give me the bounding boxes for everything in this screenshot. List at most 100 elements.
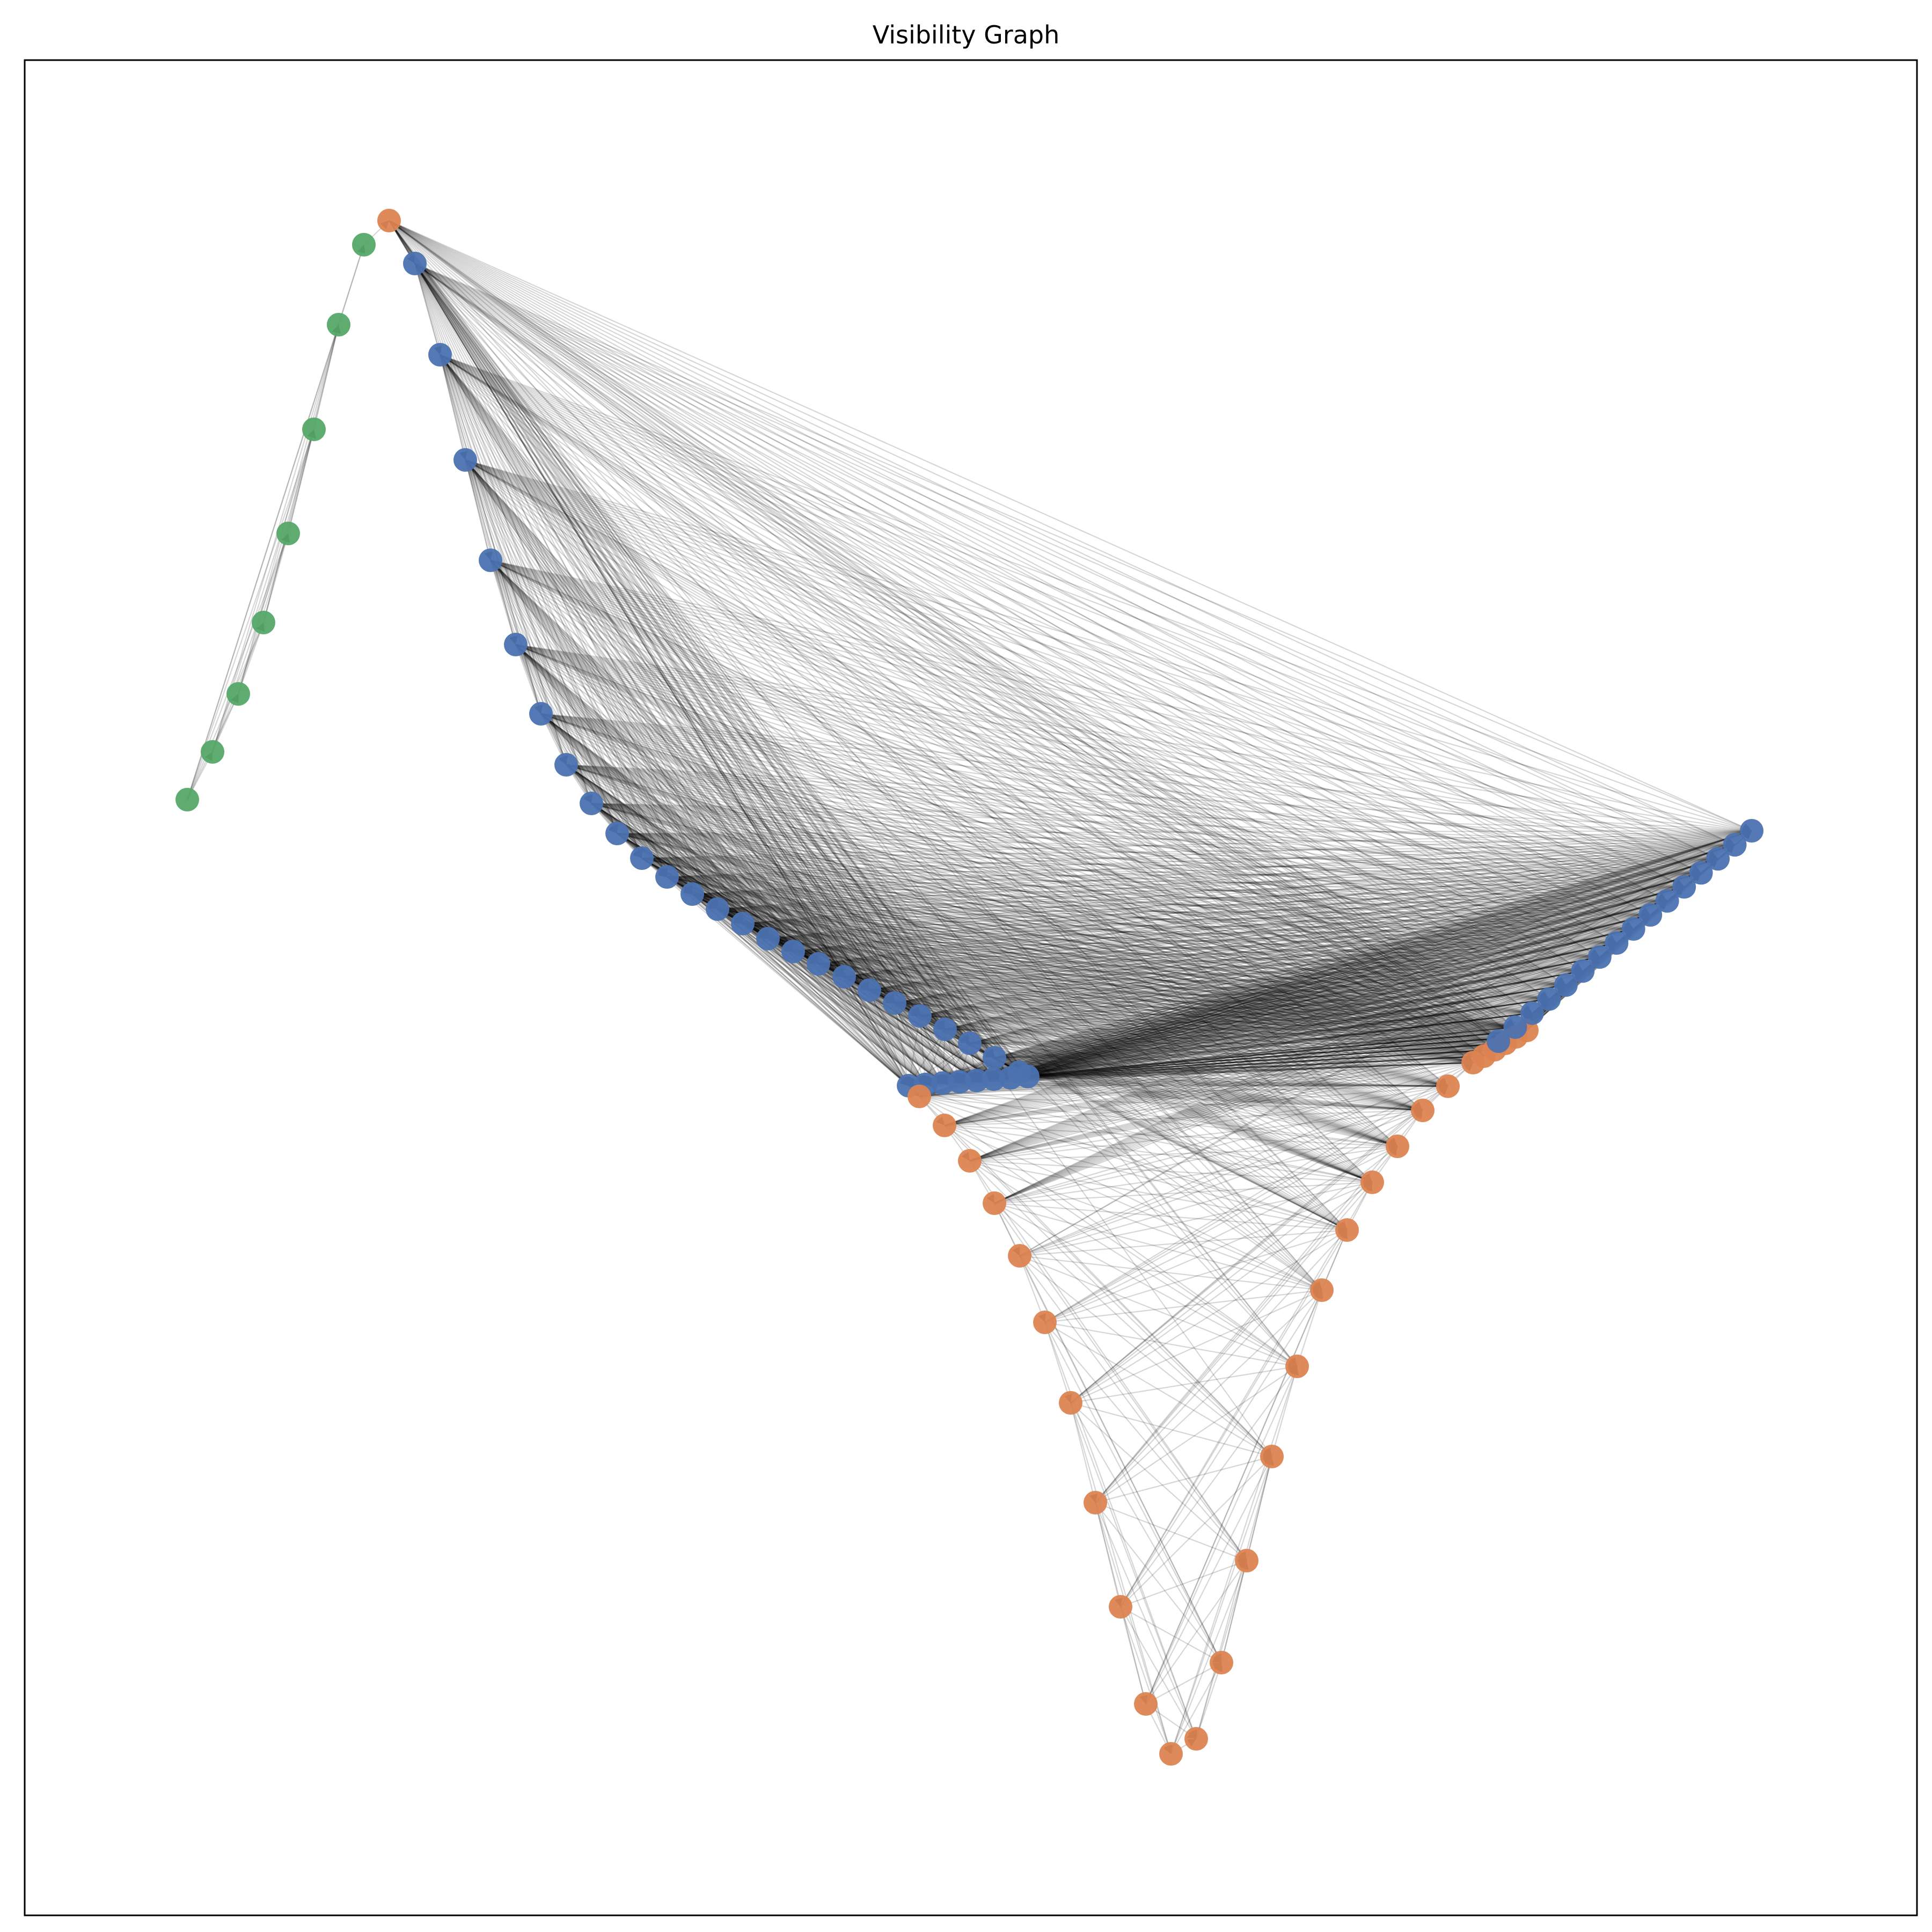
graph-edge <box>440 354 1448 1087</box>
graph-edge <box>440 354 1020 1073</box>
graph-edge <box>515 644 794 952</box>
graph-edge <box>465 459 977 1081</box>
graph-edge <box>414 263 870 991</box>
graph-edge <box>566 764 1735 848</box>
graph-edge <box>490 560 718 910</box>
graph-edge <box>818 963 1583 975</box>
graph-edge <box>742 923 1634 933</box>
graph-edge <box>465 459 819 964</box>
graph-edge <box>490 560 926 1085</box>
graph-edge <box>591 802 1474 1065</box>
graph-edge <box>389 220 1506 1044</box>
graph-edge <box>591 803 668 877</box>
graph-edge <box>389 220 977 1081</box>
graph-edge <box>667 876 1506 1046</box>
graph-edge <box>465 459 1322 1291</box>
graph-edge <box>515 644 819 964</box>
graph-edge <box>414 263 1448 1087</box>
graph-edge <box>818 963 1373 1183</box>
graph-edge <box>818 963 909 1086</box>
graph-node-green <box>201 740 224 764</box>
graph-node-blue <box>630 846 654 870</box>
graph-edge <box>313 324 341 430</box>
graph-edge <box>515 643 1527 1031</box>
graph-edge <box>490 560 1028 1077</box>
graph-edge <box>414 263 1617 944</box>
graph-edge <box>717 883 1685 910</box>
graph-edge <box>591 802 1506 1045</box>
graph-edge <box>389 220 1668 902</box>
graph-edge <box>465 459 1298 1367</box>
graph-edge <box>414 263 668 877</box>
graph-edge <box>540 713 794 952</box>
graph-edge <box>490 559 1685 889</box>
graph-edge <box>440 354 1583 972</box>
graph-edge <box>515 644 926 1085</box>
graph-edge <box>566 764 1533 1015</box>
graph-edge <box>490 559 1651 917</box>
graph-edge <box>742 923 909 1086</box>
graph-edge <box>440 354 1533 1014</box>
graph-node-green <box>175 788 199 811</box>
graph-edge <box>515 644 943 1084</box>
graph-edge <box>389 220 1348 1231</box>
graph-edge <box>540 713 926 1085</box>
graph-edge <box>465 459 1474 1063</box>
graph-edge <box>742 923 1398 1148</box>
graph-edge <box>566 764 1516 1029</box>
graph-edge <box>414 263 926 1085</box>
graph-edge <box>717 909 943 1084</box>
graph-edge <box>717 908 1549 1002</box>
graph-edge <box>591 802 1495 1052</box>
graph-edge <box>540 713 769 939</box>
graph-edge <box>1145 1456 1272 1704</box>
graph-edge <box>818 897 1667 965</box>
graph-edge <box>540 713 618 834</box>
graph-edge <box>490 559 1701 875</box>
graph-edge <box>515 644 1398 1147</box>
graph-edge <box>641 857 1516 1030</box>
graph-edge <box>515 643 1685 889</box>
graph-edge <box>767 938 1398 1148</box>
graph-title: Visibility Graph <box>872 20 1060 49</box>
graph-edge <box>490 560 994 1080</box>
graph-edge <box>717 897 1667 910</box>
graph-edge <box>566 764 1506 1045</box>
graph-edge <box>742 911 1651 925</box>
graph-edge <box>591 802 1718 863</box>
graph-edge <box>742 923 926 1085</box>
graph-edge <box>566 764 1517 1039</box>
graph-edge <box>692 841 1735 895</box>
graph-edge <box>591 802 1516 1029</box>
graph-edge <box>389 220 1617 944</box>
graph-edge <box>793 950 1583 975</box>
graph-edge <box>742 923 943 1084</box>
graph-edge <box>566 764 1567 987</box>
graph-edge <box>742 923 1549 1002</box>
graph-edge <box>414 263 845 977</box>
graph-edge <box>414 263 961 1082</box>
graph-edge <box>767 938 1506 1046</box>
graph-edge <box>237 324 341 694</box>
graph-edge <box>591 802 1651 918</box>
graph-edge <box>389 219 1752 832</box>
graph-edge <box>389 220 870 991</box>
graph-edge <box>717 909 794 952</box>
graph-edge <box>540 713 1527 1032</box>
graph-edge <box>566 764 1448 1087</box>
graph-edge <box>389 220 845 977</box>
graph-edge <box>465 459 1517 1037</box>
graph-edge <box>566 764 1423 1111</box>
graph-edge <box>389 220 1527 1031</box>
graph-edge <box>692 893 1516 1030</box>
graph-edge <box>440 354 1373 1183</box>
graph-edge <box>591 802 1617 946</box>
graph-edge <box>591 802 1685 891</box>
graph-edge <box>566 764 642 859</box>
graph-edge <box>414 263 909 1086</box>
graph-edge <box>1170 1366 1299 1754</box>
graph-edge <box>440 354 718 910</box>
graph-edge <box>414 263 1685 888</box>
graph-edge <box>641 857 1398 1147</box>
graph-edge <box>440 354 693 895</box>
